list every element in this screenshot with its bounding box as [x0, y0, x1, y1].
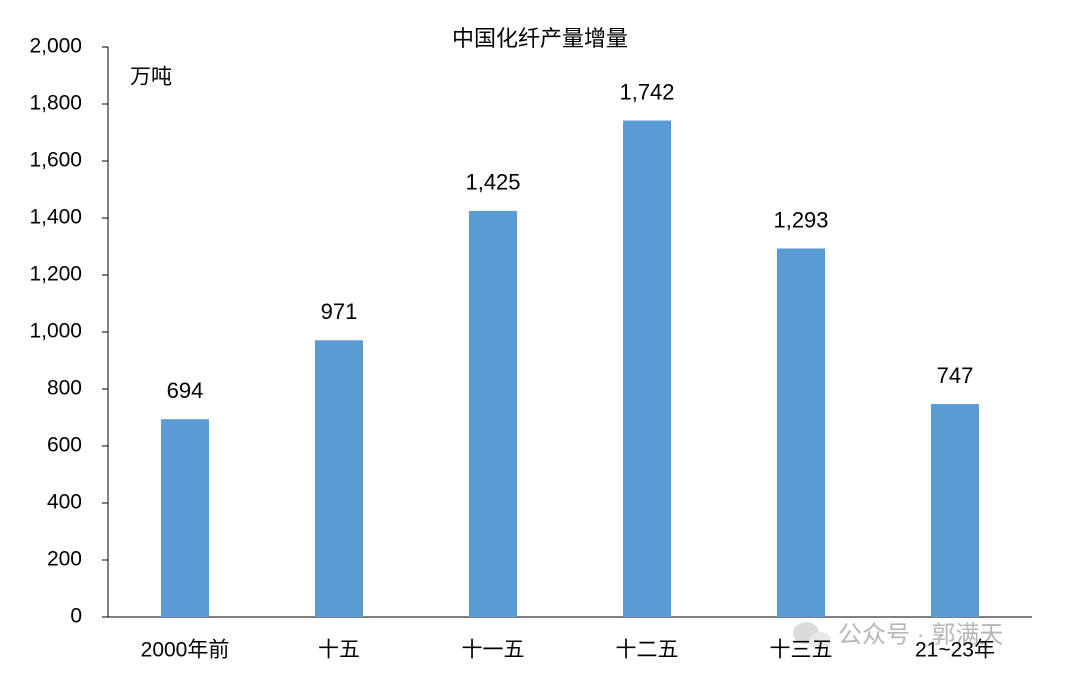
value-label: 694 [167, 378, 204, 403]
y-tick-label: 1,600 [29, 149, 82, 172]
bar [161, 419, 209, 617]
x-tick-label: 十二五 [616, 639, 679, 662]
y-tick-label: 1,200 [29, 263, 82, 286]
bar [777, 248, 825, 617]
value-label: 1,425 [465, 170, 520, 195]
bar [931, 404, 979, 617]
y-tick-label: 1,800 [29, 92, 82, 115]
chart-title: 中国化纤产量增量 [452, 26, 628, 51]
y-tick-label: 400 [47, 491, 82, 514]
y-tick-label: 600 [47, 434, 82, 457]
y-tick-label: 2,000 [29, 35, 82, 58]
bar [315, 340, 363, 617]
watermark: 公众号 · 郭满天 [838, 621, 1003, 648]
x-tick-label: 21~23年 [915, 639, 995, 662]
watermark-icon [793, 622, 831, 650]
value-label: 747 [937, 363, 974, 388]
y-tick-label: 1,000 [29, 320, 82, 343]
value-label: 1,742 [619, 79, 674, 104]
value-label: 971 [321, 299, 358, 324]
unit-label: 万吨 [130, 66, 172, 89]
x-tick-label: 2000年前 [141, 639, 230, 662]
bar [623, 120, 671, 617]
value-label: 1,293 [773, 207, 828, 232]
x-tick-label: 十五 [318, 639, 360, 662]
y-tick-label: 200 [47, 548, 82, 571]
y-tick-label: 1,400 [29, 206, 82, 229]
bar [469, 210, 517, 617]
y-tick-label: 0 [70, 605, 82, 628]
x-tick-label: 十一五 [462, 639, 525, 662]
x-tick-label: 十三五 [770, 639, 833, 662]
y-tick-label: 800 [47, 377, 82, 400]
